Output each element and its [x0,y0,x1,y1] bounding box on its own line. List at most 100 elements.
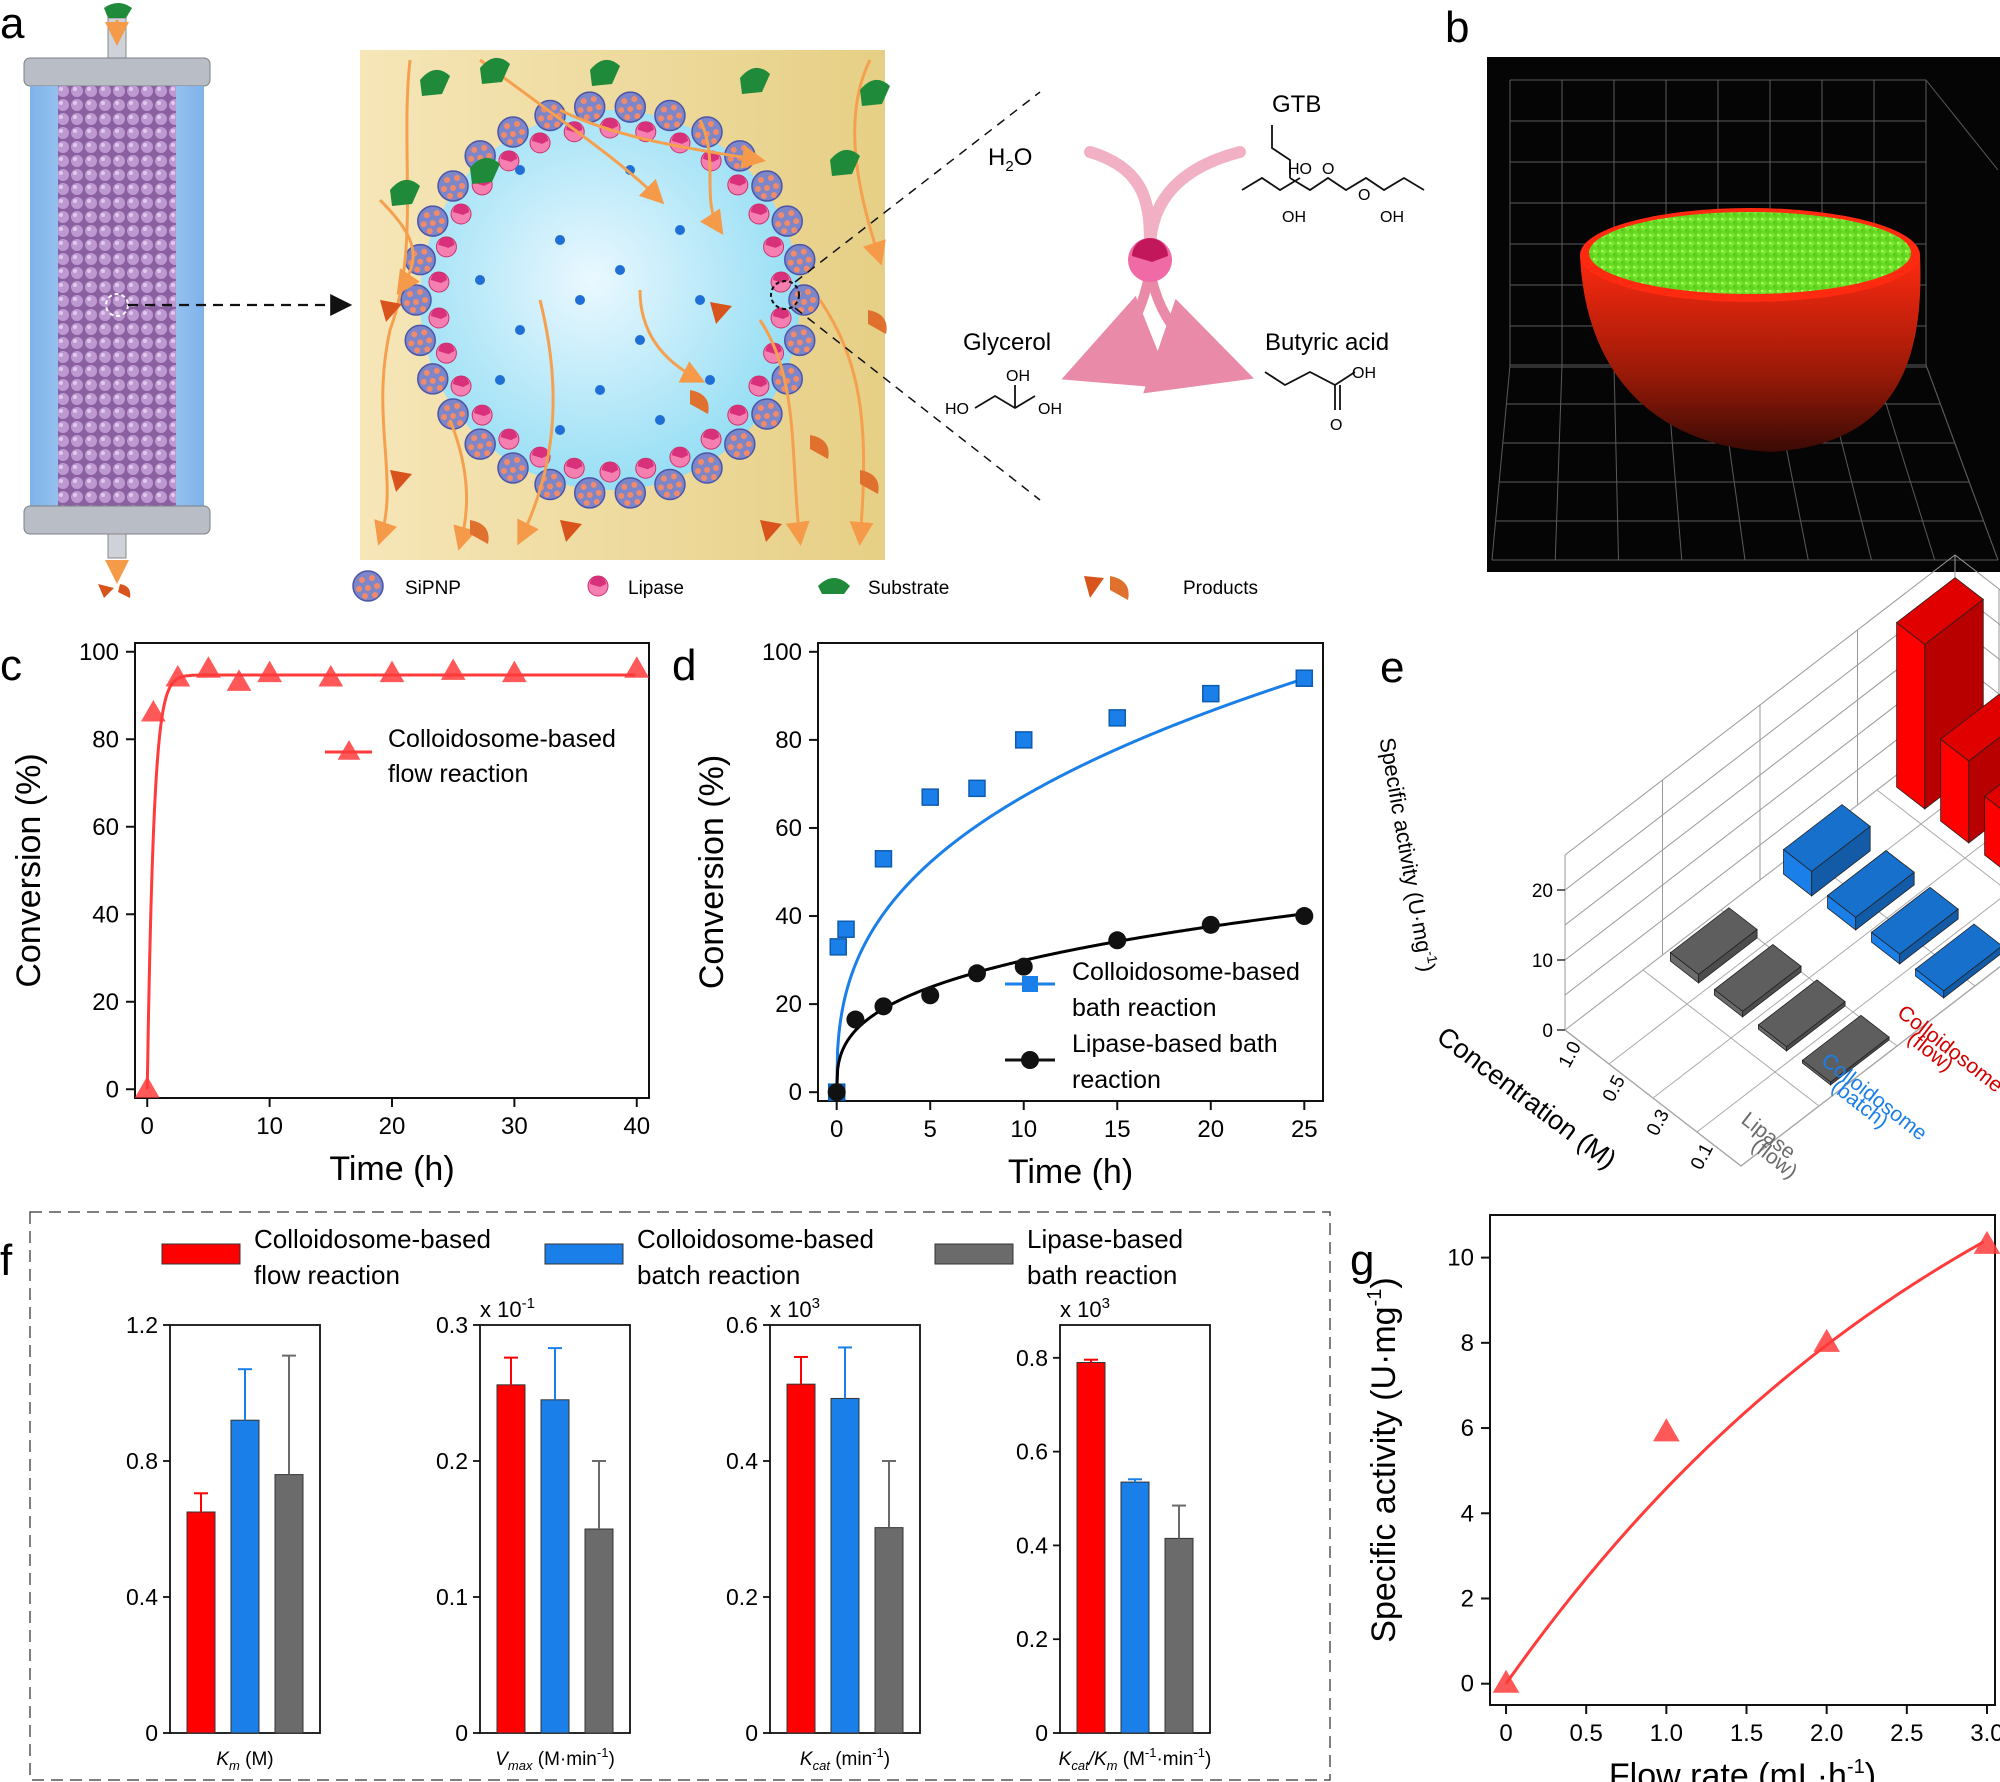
plot-frame [817,642,1324,1102]
x-axis-label-end2: ) [1205,1749,1211,1770]
gtb-o2: O [1358,187,1370,204]
panel-label-c: c [0,641,22,690]
multiplier-sup: 3 [812,1295,820,1312]
x-tick-label: 20 [1197,1116,1224,1143]
bar [874,1527,904,1734]
y-tick-label: 0.4 [726,1448,758,1474]
sipnp-particle [654,99,686,132]
data-point [440,658,466,680]
legend-text: Colloidosome-based [254,1224,491,1254]
lipase-enzyme [428,307,450,329]
x-tick-label: 40 [623,1113,650,1140]
product-molecule [470,520,489,544]
sipnp-particle [573,477,606,509]
panel-label-d: d [672,641,696,690]
water-o: O [1014,144,1033,171]
x-axis-label: Flow rate (mL·h-1) [1609,1756,1876,1782]
y-axis-label-text: Conversion (%) [693,755,731,989]
gtb-structure [1241,125,1425,192]
panel-c: c 0 10 20 30 40 0 20 40 60 80 100 Time (h) Conversio… [0,639,650,1188]
colloidosome-body [1580,255,1921,452]
z-tick-label: 10 [1532,951,1553,972]
flow-line [638,289,706,383]
z-axis-label-sup: -1 [1423,950,1441,965]
water-dot [555,425,565,435]
flow-line [758,319,810,546]
lipase-enzyme [669,132,691,154]
data-point-blue [968,779,986,798]
y-tick-label: 40 [92,901,119,928]
legend-swatch [544,1243,624,1265]
x-axis-label-text: Time (h) [1008,1153,1133,1191]
gtb-oh2: OH [1380,209,1404,226]
y-tick-label: 100 [79,639,119,666]
x-axis-label: Km (M) [216,1749,273,1773]
data-point [257,660,282,683]
y-tick-label: 0.8 [126,1448,158,1474]
floor-grid [1740,966,2000,1167]
flow-line [378,198,420,295]
flow-line [559,108,766,169]
fit-curve [1504,1240,1985,1685]
flow-line [698,119,724,235]
butyric-label: Butyric acid [1265,329,1389,356]
sipnp-particle [788,284,820,316]
multiplier-label: x 103 [1060,1295,1110,1322]
x-axis-label: Time (h) [1008,1153,1133,1191]
legend-text: reaction [1072,1066,1161,1094]
sipnp-particle [784,324,816,357]
x-tick-label: 2.5 [1890,1720,1923,1747]
bar [274,1474,304,1734]
data-point [196,656,221,678]
legend-text: Colloidosome-based [637,1224,874,1254]
sipnp-particle [724,428,756,460]
lipase-enzyme [748,203,770,225]
bar3d-side [1943,947,2000,999]
y-tick-label: 0 [455,1720,468,1746]
y-axis-label: Conversion (%) [10,753,48,987]
bar3d-top [1895,577,1984,645]
flow-line [818,299,874,546]
gly-oh1: OH [1006,368,1030,385]
lipase-enzyme [727,174,749,196]
data-point-blue [1202,684,1220,703]
panel-f: f Colloidosome-based flow reaction Colloid… [0,1211,1331,1781]
fit-curve-blue [835,677,1304,1093]
svg-text:H2O: H2O [988,144,1032,175]
panel-label-f: f [0,1236,13,1285]
z-tick-label: 0 [1542,1021,1553,1042]
y-tick-label: 100 [762,639,802,666]
x-axis-label-sub: cat [1071,1758,1090,1773]
data-point-blue [829,938,848,956]
x-axis-label-sup: -1 [1847,1756,1865,1778]
lipase-enzyme [435,342,457,364]
x-axis-label-sub: max [508,1758,533,1773]
water-dot [475,275,485,285]
product-molecule [710,302,732,324]
product-molecule [760,520,782,542]
panel-label-e: e [1380,643,1404,692]
substrate-molecule [860,79,890,106]
data-point [141,700,166,722]
y-tick-label: 10 [1447,1245,1474,1272]
product-molecule [390,470,412,492]
water-dot [555,235,565,245]
product-out-icon [98,584,131,598]
y-tick-label: 0 [745,1720,758,1746]
grid-line [1613,364,1619,561]
flow-line [517,299,555,546]
bar3d-top [1914,923,2000,992]
sipnp-particle [404,324,436,357]
x-axis-label-end: ) [608,1749,614,1770]
product-molecule [380,300,402,322]
bar3d-front [1896,621,1926,810]
flow-line [479,58,665,205]
substrate-molecule [830,149,860,176]
y-tick-label: 20 [775,991,802,1018]
bar [186,1511,216,1734]
sipnp-particle [614,91,647,123]
water-dot [705,375,715,385]
data-point [1813,1328,1840,1352]
x-axis-label-sub: cat [813,1758,832,1773]
y-tick-label: 4 [1461,1500,1474,1527]
